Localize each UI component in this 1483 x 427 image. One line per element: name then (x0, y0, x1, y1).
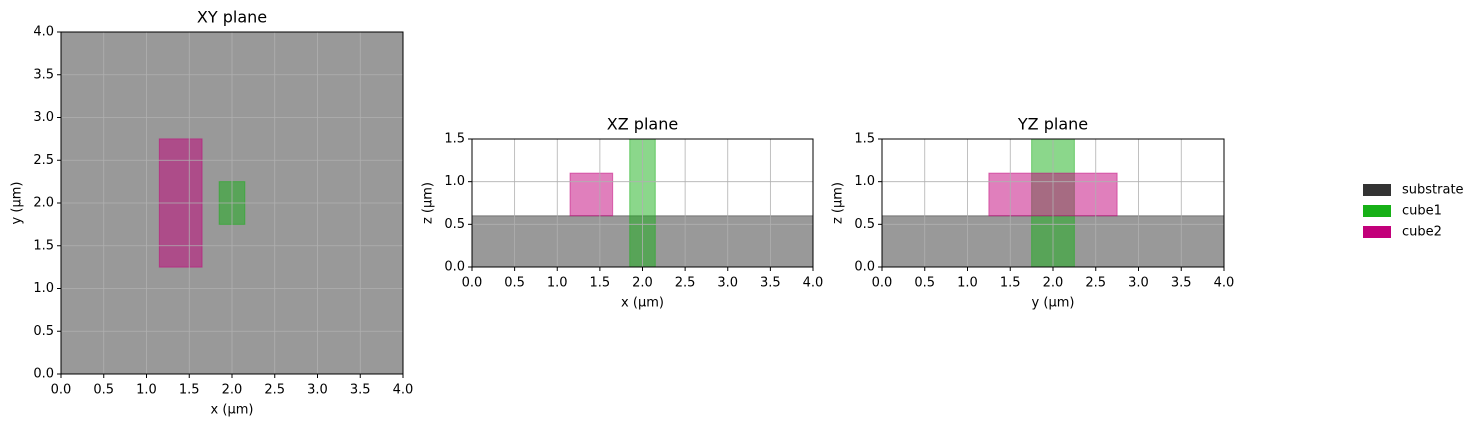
subplot: 0.0 0.5 1.0 1.5 2.0 2.5 3.0 3.5 4.0 0.0 0.5 1.0 1.5 2… (10, 8, 414, 418)
legend: substrate cube1 cube2 (1363, 183, 1464, 240)
axes-frame (471, 138, 814, 268)
x-tick-label: 4.0 (803, 276, 824, 291)
legend-label: cube1 (1402, 204, 1442, 219)
x-tick-label: 1.0 (547, 276, 568, 291)
x-tick-label: 0.5 (914, 276, 935, 291)
y-tick-label: 2.0 (33, 196, 54, 211)
y-tick-label: 1.0 (444, 174, 465, 189)
x-tick-label: 4.0 (1214, 276, 1235, 291)
y-tick-label: 0.5 (854, 217, 875, 232)
shape-2 (569, 172, 614, 217)
y-tick-label: 2.5 (33, 153, 54, 168)
axes-frame (60, 31, 404, 375)
x-tick-label: 3.0 (717, 276, 738, 291)
y-axis-label: z (µm) (421, 182, 436, 224)
x-tick-label: 1.0 (136, 383, 157, 398)
x-tick-label: 0.0 (872, 276, 893, 291)
axes-frame (881, 138, 1225, 268)
y-axis-label: y (µm) (10, 182, 25, 225)
y-tick-label: 0.0 (854, 260, 875, 275)
legend-label: cube2 (1402, 225, 1442, 240)
x-tick-label: 3.0 (1128, 276, 1149, 291)
x-tick-label: 3.5 (350, 383, 371, 398)
x-axis-label: x (µm) (621, 296, 664, 311)
x-tick-label: 1.5 (179, 383, 200, 398)
subplot: 0.0 0.5 1.0 1.5 2.0 2.5 3.0 3.5 4.0 0.0 0.5 1.0 1.5 X… (421, 115, 824, 311)
x-tick-label: 0.5 (504, 276, 525, 291)
subplot-title: XY plane (197, 8, 267, 27)
x-tick-label: 1.5 (590, 276, 611, 291)
x-tick-label: 2.5 (1085, 276, 1106, 291)
subplot-title: YZ plane (1017, 115, 1088, 134)
y-tick-label: 3.5 (33, 67, 54, 82)
y-tick-label: 0.0 (444, 260, 465, 275)
x-tick-label: 0.0 (462, 276, 483, 291)
x-tick-label: 1.5 (1000, 276, 1021, 291)
legend-swatch (1363, 184, 1391, 196)
legend-label: substrate (1402, 183, 1464, 198)
y-tick-label: 1.5 (444, 132, 465, 147)
subplot: 0.0 0.5 1.0 1.5 2.0 2.5 3.0 3.5 4.0 0.0 0.5 1.0 1.5 Y… (831, 115, 1235, 311)
x-tick-label: 3.0 (307, 383, 328, 398)
x-tick-label: 0.0 (51, 383, 72, 398)
x-tick-label: 2.5 (264, 383, 285, 398)
y-tick-label: 4.0 (33, 25, 54, 40)
y-axis-label: z (µm) (831, 182, 846, 224)
y-tick-label: 3.0 (33, 110, 54, 125)
y-tick-label: 0.0 (33, 367, 54, 382)
x-tick-label: 2.0 (632, 276, 653, 291)
x-tick-label: 0.5 (93, 383, 114, 398)
y-tick-label: 1.0 (854, 174, 875, 189)
x-tick-label: 2.5 (675, 276, 696, 291)
y-tick-label: 0.5 (444, 217, 465, 232)
x-tick-label: 2.0 (1043, 276, 1064, 291)
y-tick-label: 1.0 (33, 281, 54, 296)
y-tick-label: 1.5 (33, 238, 54, 253)
subplot-title: XZ plane (607, 115, 678, 134)
y-tick-label: 1.5 (854, 132, 875, 147)
legend-swatch (1363, 205, 1391, 217)
x-tick-label: 2.0 (222, 383, 243, 398)
x-tick-label: 4.0 (393, 383, 414, 398)
x-axis-label: x (µm) (211, 403, 254, 418)
y-tick-label: 0.5 (33, 324, 54, 339)
x-tick-label: 3.5 (1171, 276, 1192, 291)
x-tick-label: 3.5 (760, 276, 781, 291)
x-axis-label: y (µm) (1032, 296, 1075, 311)
x-tick-label: 1.0 (957, 276, 978, 291)
legend-swatch (1363, 226, 1391, 238)
